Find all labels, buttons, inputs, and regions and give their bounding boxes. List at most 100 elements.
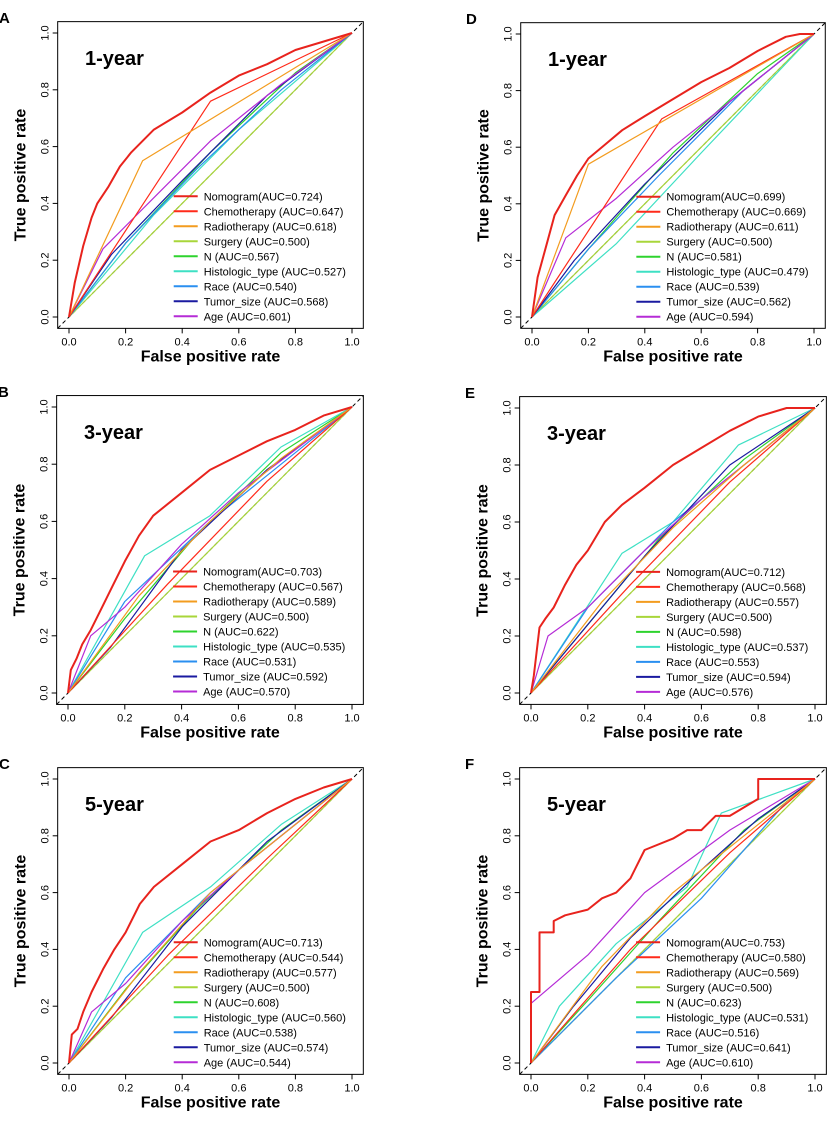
roc-line-chemotherapy: [530, 778, 816, 1064]
legend-entry: Surgery (AUC=0.500): [203, 611, 309, 623]
roc-line-age: [531, 33, 815, 318]
roc-line-chemotherapy: [530, 407, 816, 694]
legend-entry: Nomogram(AUC=0.713): [204, 937, 323, 949]
panel-f: 0.0 0.0 0.2 0.2 0.4 0.4 0.6 0.6 0.8 0.8 1.0 1.0 Fals…: [465, 756, 827, 1111]
x-tick-label: 0.2: [580, 1082, 595, 1094]
x-tick-label: 0.4: [174, 712, 189, 724]
y-tick-label: 0.8: [40, 82, 52, 97]
y-tick-label: 0.0: [502, 685, 514, 700]
x-axis-label: False positive rate: [603, 1094, 743, 1111]
y-tick-label: 0.4: [502, 942, 514, 957]
panel-title: 1-year: [85, 48, 144, 70]
roc-line-chemotherapy: [68, 32, 353, 318]
legend-entry: Nomogram(AUC=0.724): [204, 191, 323, 203]
legend-entry: Nomogram(AUC=0.753): [666, 937, 785, 949]
plot-frame: [57, 21, 364, 329]
legend-entry: Histologic_type (AUC=0.535): [203, 641, 345, 653]
roc-line-surgery: [68, 32, 353, 318]
legend-entry: Age (AUC=0.601): [204, 311, 291, 323]
legend-entry: Radiotherapy (AUC=0.618): [204, 221, 337, 233]
x-tick-label: 0.8: [288, 1082, 303, 1094]
y-tick-label: 0.4: [39, 571, 51, 586]
legend-entry: Age (AUC=0.610): [666, 1057, 753, 1069]
y-tick-label: 0.0: [503, 309, 515, 324]
y-tick-label: 0.6: [40, 885, 52, 900]
y-tick-label: 1.0: [39, 399, 51, 414]
roc-line-radiotherapy: [531, 33, 815, 318]
legend-entry: Tumor_size (AUC=0.574): [204, 1042, 329, 1054]
legend-entry: Histologic_type (AUC=0.479): [666, 267, 808, 279]
roc-line-age: [68, 32, 353, 318]
panel-letter: A: [0, 10, 10, 27]
legend-entry: Race (AUC=0.553): [666, 657, 759, 669]
legend-entry: Race (AUC=0.539): [666, 282, 759, 294]
panel-letter: D: [466, 11, 477, 28]
roc-line-radiotherapy: [67, 406, 353, 694]
x-tick-label: 0.2: [117, 712, 132, 724]
x-tick-label: 1.0: [344, 712, 359, 724]
legend-entry: Nomogram(AUC=0.712): [666, 567, 785, 579]
roc-line-radiotherapy: [68, 778, 353, 1064]
y-tick-label: 0.2: [502, 628, 514, 643]
x-tick-label: 0.4: [175, 336, 190, 348]
x-tick-label: 0.2: [118, 336, 133, 348]
y-tick-label: 1.0: [502, 771, 514, 786]
x-tick-label: 1.0: [344, 1082, 359, 1094]
roc-line-histologic-type: [68, 32, 353, 318]
roc-line-nomogram: [530, 778, 815, 1063]
legend-entry: Surgery (AUC=0.500): [666, 612, 772, 624]
legend-entry: Radiotherapy (AUC=0.589): [203, 596, 336, 608]
x-tick-label: 0.0: [61, 336, 76, 348]
y-tick-label: 1.0: [502, 400, 514, 415]
x-tick-label: 0.0: [61, 1082, 76, 1094]
legend-entry: N (AUC=0.623): [666, 997, 742, 1009]
y-tick-label: 0.0: [40, 1055, 52, 1070]
x-tick-label: 0.2: [580, 712, 595, 724]
panel-letter: B: [0, 384, 9, 401]
y-tick-label: 0.2: [40, 253, 52, 268]
panel-title: 5-year: [547, 794, 606, 816]
legend-entry: Chemotherapy (AUC=0.544): [204, 952, 344, 964]
y-axis-label: True positive rate: [12, 484, 29, 617]
roc-line-surgery: [67, 406, 353, 694]
panel-e: 0.0 0.0 0.2 0.2 0.4 0.4 0.6 0.6 0.8 0.8 1.0 1.0 Fals…: [465, 385, 827, 741]
y-tick-label: 0.4: [40, 942, 52, 957]
x-tick-label: 0.8: [288, 712, 303, 724]
x-axis-label: False positive rate: [141, 1094, 281, 1111]
legend-entry: Surgery (AUC=0.500): [204, 236, 310, 248]
y-tick-label: 0.0: [40, 309, 52, 324]
y-tick-label: 0.8: [502, 828, 514, 843]
legend-entry: Nomogram(AUC=0.703): [203, 566, 322, 578]
legend-entry: Radiotherapy (AUC=0.569): [666, 967, 799, 979]
x-axis-label: False positive rate: [141, 348, 281, 365]
y-tick-label: 1.0: [40, 771, 52, 786]
roc-line-radiotherapy: [530, 407, 816, 694]
x-tick-label: 0.4: [637, 336, 652, 348]
roc-line-radiotherapy: [530, 778, 816, 1064]
legend-entry: N (AUC=0.567): [204, 251, 280, 263]
legend-entry: Surgery (AUC=0.500): [666, 982, 772, 994]
plot-frame: [56, 395, 364, 705]
x-axis-label: False positive rate: [140, 724, 280, 741]
y-tick-label: 0.0: [502, 1055, 514, 1070]
y-tick-label: 0.6: [40, 139, 52, 154]
roc-line-chemotherapy: [531, 33, 815, 318]
x-tick-label: 0.2: [118, 1082, 133, 1094]
y-tick-label: 0.8: [40, 828, 52, 843]
legend-entry: N (AUC=0.608): [204, 997, 280, 1009]
legend-entry: Chemotherapy (AUC=0.567): [203, 581, 343, 593]
x-tick-label: 0.6: [231, 1082, 246, 1094]
roc-line-nomogram: [530, 407, 815, 694]
y-axis-label: True positive rate: [13, 855, 30, 988]
roc-line-nomogram: [68, 32, 353, 318]
x-tick-label: 1.0: [807, 712, 822, 724]
x-tick-label: 0.6: [694, 336, 709, 348]
roc-line-surgery: [531, 33, 815, 318]
y-tick-label: 0.6: [502, 885, 514, 900]
y-tick-label: 0.2: [40, 999, 52, 1014]
legend-entry: Race (AUC=0.538): [204, 1027, 297, 1039]
y-tick-label: 0.6: [503, 140, 515, 155]
y-tick-label: 0.8: [503, 83, 515, 98]
y-tick-label: 0.0: [39, 685, 51, 700]
